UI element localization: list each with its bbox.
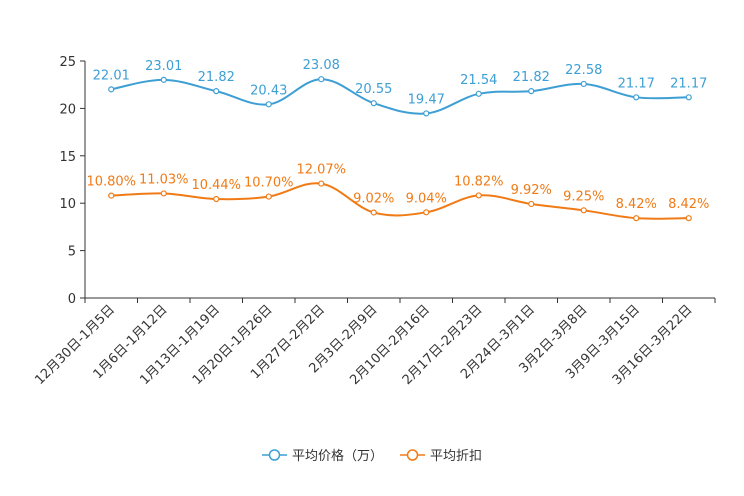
data-label: 9.02% <box>353 191 394 206</box>
data-point <box>423 209 430 216</box>
y-tick-label: 10 <box>59 197 76 212</box>
data-label: 22.58 <box>565 63 602 78</box>
data-label: 10.82% <box>454 174 504 189</box>
data-point <box>475 90 482 97</box>
data-label: 10.80% <box>86 175 136 190</box>
data-point <box>160 190 167 197</box>
data-point <box>528 200 535 208</box>
series-1: 10.80% 11.03% 10.44% 10.70%12.07% 9.02% 9.04%… <box>86 163 709 222</box>
data-label: 19.47 <box>408 92 445 107</box>
data-label: 21.82 <box>513 70 550 85</box>
series-line <box>111 182 689 220</box>
data-point <box>685 94 692 101</box>
data-label: 11.03% <box>139 172 189 187</box>
data-label: 9.04% <box>406 191 447 206</box>
data-point <box>633 94 640 101</box>
y-tick-label: 25 <box>59 55 76 70</box>
legend-item-1: 平均折扣 <box>400 449 482 464</box>
data-point <box>160 76 167 83</box>
data-label: 9.92% <box>511 183 552 198</box>
data-label: 8.42% <box>616 197 657 212</box>
data-point <box>423 110 430 117</box>
legend-marker-icon <box>268 449 281 461</box>
data-label: 21.17 <box>670 76 707 91</box>
data-point <box>528 88 535 95</box>
series-layer: 22.01 23.01 21.82 20.43 23.08 20.55 19.47 21.54… <box>86 58 709 222</box>
data-point <box>213 195 220 203</box>
data-label: 21.54 <box>460 73 497 88</box>
data-point <box>580 80 587 88</box>
y-tick-label: 20 <box>59 102 76 117</box>
data-label: 22.01 <box>93 68 130 83</box>
data-point <box>370 209 377 216</box>
data-label: 23.01 <box>145 59 182 74</box>
y-tick-label: 5 <box>68 245 76 260</box>
data-label: 9.25% <box>563 189 604 204</box>
data-label: 10.70% <box>244 176 294 191</box>
y-tick-label: 0 <box>68 292 76 307</box>
data-point <box>633 215 640 222</box>
data-label: 10.44% <box>191 178 241 193</box>
series-line <box>111 78 689 115</box>
data-point <box>318 180 325 187</box>
data-label: 23.08 <box>303 58 340 73</box>
legend-marker-icon <box>406 449 419 461</box>
data-point <box>370 100 377 107</box>
data-label: 21.82 <box>198 70 235 85</box>
data-point <box>580 207 587 214</box>
data-point <box>265 193 272 200</box>
data-point <box>108 192 115 199</box>
legend-label: 平均价格（万） <box>292 448 383 464</box>
data-label: 21.17 <box>618 76 655 91</box>
data-label: 12.07% <box>296 163 346 178</box>
data-label: 20.43 <box>250 83 287 98</box>
data-point <box>213 88 220 95</box>
data-point <box>685 215 692 222</box>
data-point <box>108 86 115 93</box>
data-label: 20.55 <box>355 82 392 97</box>
legend: 平均价格（万） 平均折扣 <box>262 448 482 464</box>
legend-label: 平均折扣 <box>430 449 482 464</box>
data-label: 8.42% <box>668 197 709 212</box>
data-point <box>265 101 272 108</box>
legend-item-0: 平均价格（万） <box>262 448 383 464</box>
data-point <box>475 192 482 199</box>
data-point <box>318 76 325 83</box>
series-0: 22.01 23.01 21.82 20.43 23.08 20.55 19.47 21.54… <box>93 58 707 117</box>
y-tick-label: 15 <box>59 150 76 165</box>
